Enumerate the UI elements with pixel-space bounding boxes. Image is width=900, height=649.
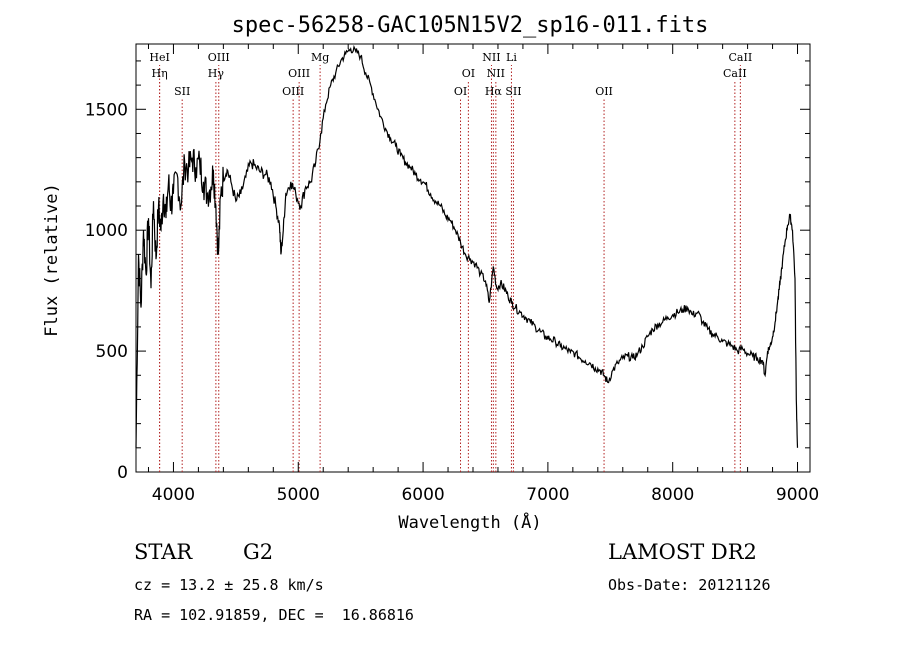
emission-line-label: Li <box>506 51 517 64</box>
emission-line-label: Hα <box>485 85 503 98</box>
emission-line-label: OI <box>454 85 467 98</box>
survey-name: LAMOST DR2 <box>608 540 757 564</box>
emission-line-label: Mg <box>311 51 329 64</box>
emission-line-label: NII <box>487 67 505 80</box>
obs-date: Obs-Date: 20121126 <box>608 576 771 594</box>
y-tick-label: 500 <box>96 342 128 362</box>
x-tick-label: 4000 <box>152 485 195 505</box>
emission-line-label: CaII <box>723 67 747 80</box>
y-axis-label: Flux (relative) <box>42 183 62 337</box>
x-tick-label: 6000 <box>401 485 444 505</box>
spectrum-line <box>135 44 799 448</box>
y-tick-label: 1500 <box>85 100 128 120</box>
emission-line-label: CaII <box>729 51 753 64</box>
star-class: STAR <box>134 540 193 564</box>
redshift-info: cz = 13.2 ± 25.8 km/s <box>134 576 324 594</box>
y-axis-ticks: 0 500 1000 1500 <box>85 60 810 483</box>
x-tick-label: 8000 <box>651 485 694 505</box>
emission-line-label: OI <box>462 67 475 80</box>
x-axis-ticks: 4000 5000 6000 7000 8000 9000 <box>147 44 819 505</box>
emission-line-label: OIII <box>208 51 230 64</box>
emission-lines <box>159 65 741 472</box>
coordinates: RA = 102.91859, DEC = 16.86816 <box>134 606 414 624</box>
emission-line-label: Hγ <box>208 67 225 80</box>
emission-line-label: OII <box>595 85 613 98</box>
emission-line-label: SII <box>505 85 521 98</box>
emission-line-label: SII <box>174 85 190 98</box>
emission-line-label: Hη <box>151 67 167 80</box>
emission-line-label: OIII <box>282 85 304 98</box>
y-tick-label: 1000 <box>85 221 128 241</box>
line-labels: HeIHηSIIHγOIIIOIIIOIIIMgOIOINIIHαNIILiSI… <box>149 51 752 98</box>
x-tick-label: 7000 <box>526 485 569 505</box>
x-tick-label: 5000 <box>277 485 320 505</box>
y-tick-label: 0 <box>117 463 128 483</box>
chart-title: spec-56258-GAC105N15V2_sp16-011.fits <box>232 13 709 38</box>
emission-line-label: NII <box>482 51 500 64</box>
x-tick-label: 9000 <box>776 485 819 505</box>
plot-frame <box>135 43 811 473</box>
star-subclass: G2 <box>243 540 274 564</box>
emission-line-label: OIII <box>288 67 310 80</box>
x-axis-label: Wavelength (Å) <box>398 511 541 533</box>
emission-line-label: HeI <box>149 51 169 64</box>
